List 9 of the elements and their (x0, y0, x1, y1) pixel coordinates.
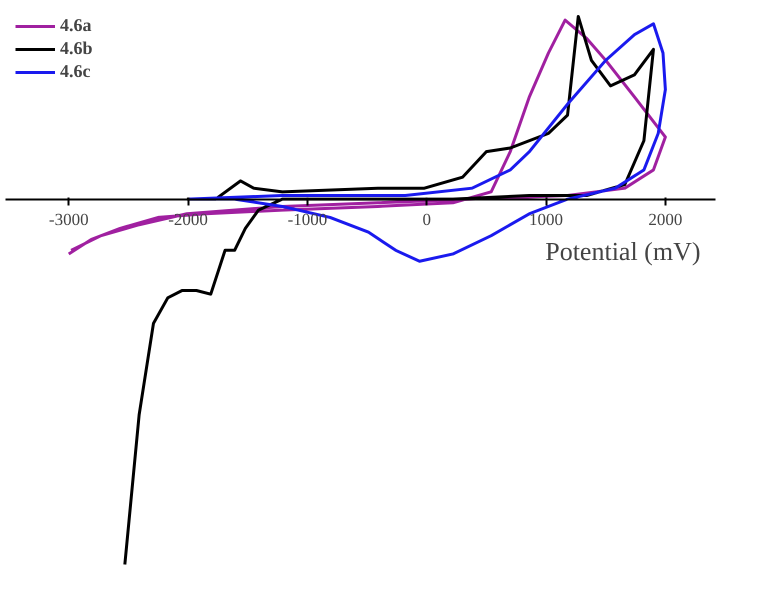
x-axis-title: Potential (mV) (545, 237, 701, 266)
x-tick-label: 2000 (648, 210, 682, 230)
legend-label: 4.6a (60, 15, 92, 36)
x-tick-label: -3000 (48, 210, 89, 230)
x-tick-label: -1000 (288, 210, 328, 230)
legend-label: 4.6b (60, 38, 93, 59)
legend-label: 4.6c (60, 61, 90, 82)
x-tick-label: 1000 (529, 210, 564, 230)
x-tick-label: 0 (422, 210, 431, 230)
